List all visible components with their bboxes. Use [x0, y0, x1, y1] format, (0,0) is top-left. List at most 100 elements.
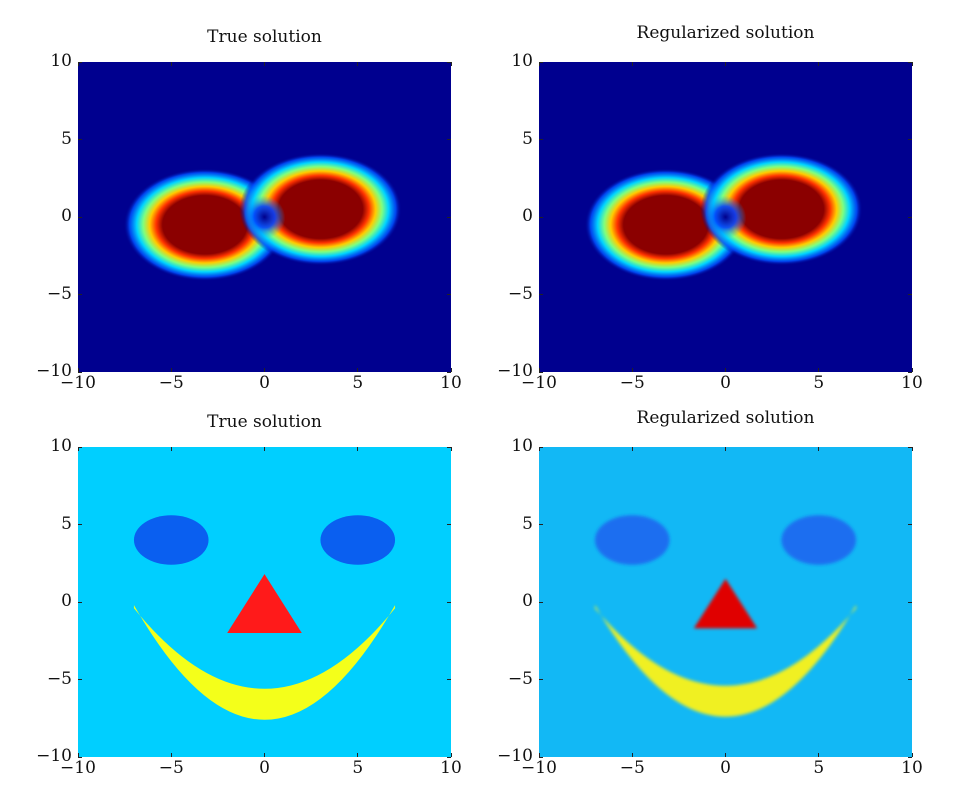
x-tick-label: −10	[60, 758, 96, 778]
y-tick-mark	[908, 216, 912, 218]
heatmap-features	[594, 515, 857, 717]
y-tick-label: −5	[46, 668, 72, 689]
heatmap-svg	[539, 447, 912, 757]
y-tick-label: 5	[522, 513, 533, 534]
x-tick-mark	[264, 368, 265, 372]
x-tick-mark	[725, 447, 726, 451]
y-tick-mark	[78, 294, 82, 295]
x-tick-label: 5	[352, 373, 364, 393]
x-tick-label: 5	[813, 758, 825, 778]
y-tick-mark	[539, 524, 543, 525]
y-tick-mark	[908, 756, 912, 758]
y-tick-mark	[447, 446, 451, 448]
x-tick-mark	[538, 447, 540, 451]
x-tick-mark	[538, 368, 540, 372]
y-tick-label: 10	[50, 51, 72, 71]
x-tick-label: 10	[901, 758, 923, 778]
smiley-eye	[781, 515, 857, 565]
x-tick-mark	[818, 62, 820, 66]
x-tick-mark	[911, 753, 913, 757]
x-tick-mark	[170, 62, 172, 66]
y-tick-mark	[78, 139, 82, 140]
smiley-eye	[133, 515, 209, 565]
chart-title: Regularized solution	[636, 408, 815, 428]
x-tick-mark	[170, 753, 172, 757]
y-tick-label: −10	[497, 746, 533, 766]
y-tick-label: −5	[507, 283, 533, 304]
heatmap-svg	[539, 62, 912, 372]
x-tick-mark	[357, 368, 359, 372]
x-tick-label: 5	[352, 758, 364, 778]
heatmap-features	[584, 153, 863, 281]
y-tick-mark	[539, 294, 543, 295]
y-tick-label: −10	[36, 746, 72, 766]
y-tick-label: 0	[522, 591, 533, 611]
x-tick-mark	[725, 753, 726, 757]
y-tick-label: 10	[511, 51, 533, 71]
x-tick-label: −5	[158, 758, 184, 778]
x-tick-mark	[911, 447, 913, 451]
y-tick-label: 0	[61, 206, 72, 226]
y-tick-mark	[447, 216, 451, 218]
x-tick-mark	[911, 62, 913, 66]
x-tick-mark	[170, 368, 172, 372]
x-tick-label: −10	[521, 758, 557, 778]
x-tick-mark	[450, 62, 452, 66]
y-tick-mark	[908, 679, 912, 680]
x-tick-label: 0	[259, 373, 270, 393]
y-tick-label: 0	[522, 206, 533, 226]
y-tick-mark	[78, 216, 82, 218]
x-tick-mark	[725, 62, 726, 66]
smiley-nose	[227, 574, 302, 633]
y-tick-label: 5	[61, 513, 72, 534]
heatmap-features	[123, 153, 402, 281]
y-tick-mark	[447, 679, 451, 680]
y-tick-mark	[447, 371, 451, 373]
y-tick-mark	[447, 601, 451, 603]
heatmap-dip	[704, 195, 747, 239]
y-tick-label: 5	[522, 128, 533, 149]
x-tick-label: 0	[720, 758, 731, 778]
chart-title: True solution	[207, 412, 322, 432]
heatmap-blob	[700, 153, 863, 266]
y-tick-mark	[78, 679, 82, 680]
heatmap-plot-area	[539, 62, 912, 372]
x-tick-label: 5	[813, 373, 825, 393]
x-tick-mark	[450, 368, 452, 372]
x-tick-label: −5	[619, 373, 645, 393]
x-tick-label: 10	[440, 373, 462, 393]
y-tick-label: −10	[36, 361, 72, 381]
y-tick-mark	[539, 601, 543, 603]
y-tick-label: 5	[61, 128, 72, 149]
y-tick-mark	[539, 371, 543, 373]
x-tick-mark	[818, 753, 820, 757]
heatmap-blob	[239, 153, 402, 266]
x-tick-label: −5	[619, 758, 645, 778]
x-tick-mark	[538, 753, 540, 757]
x-tick-mark	[77, 62, 79, 66]
heatmap-dip	[243, 195, 286, 239]
heatmap-svg	[78, 447, 451, 757]
smiley-eye	[320, 515, 396, 565]
y-tick-mark	[908, 139, 912, 140]
y-tick-label: −5	[46, 283, 72, 304]
y-tick-mark	[447, 756, 451, 758]
x-tick-mark	[170, 447, 172, 451]
y-tick-mark	[78, 524, 82, 525]
y-tick-mark	[908, 446, 912, 448]
chart-title: Regularized solution	[636, 23, 815, 43]
x-tick-label: −5	[158, 373, 184, 393]
y-tick-mark	[447, 294, 451, 295]
y-tick-mark	[539, 61, 543, 63]
heatmap-features	[133, 515, 396, 720]
x-tick-mark	[357, 62, 359, 66]
heatmap-plot-area	[78, 447, 451, 757]
x-tick-label: −10	[60, 373, 96, 393]
heatmap-plot-area	[78, 62, 451, 372]
y-tick-mark	[78, 371, 82, 373]
y-tick-label: −5	[507, 668, 533, 689]
x-tick-mark	[631, 447, 633, 451]
smiley-eye	[594, 515, 670, 565]
y-tick-mark	[539, 679, 543, 680]
y-tick-mark	[539, 756, 543, 758]
